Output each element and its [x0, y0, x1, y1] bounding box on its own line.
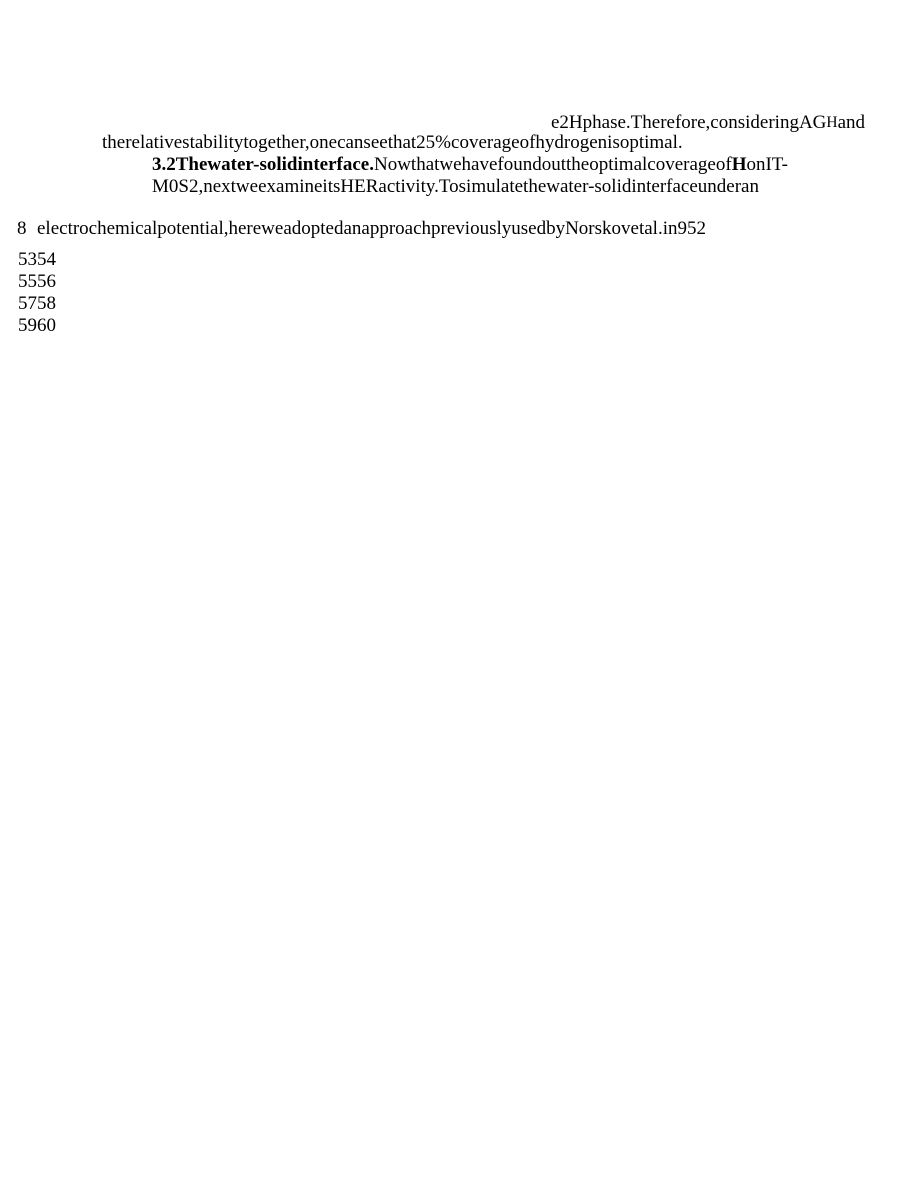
bold-h: H — [732, 154, 747, 175]
body-text-line-4: M0S2,nextweexamineitsHERactivity.Tosimul… — [152, 177, 759, 196]
text-fragment: Nowthatwehavefoundouttheoptimalcoverageo… — [374, 154, 732, 175]
margin-number: 5758 — [18, 293, 56, 315]
margin-number: 5354 — [18, 249, 56, 271]
margin-number-block: 5354 5556 5758 5960 — [18, 249, 56, 337]
subscript-h: H — [826, 114, 837, 131]
margin-number: 5556 — [18, 271, 56, 293]
body-text-line-2: therelativestabilitytogether,onecanseeth… — [102, 133, 683, 152]
page: { "line1": { "text": "e2Hphase.Therefore… — [0, 0, 920, 1191]
text-fragment: onIT- — [746, 154, 788, 175]
margin-number: 5960 — [18, 315, 56, 337]
text-fragment: e2Hphase.Therefore,consideringAG — [551, 112, 826, 133]
margin-number-8: 8 — [17, 219, 27, 238]
text-fragment: and — [838, 112, 865, 133]
section-heading: 3.2Thewater-solidinterface. — [152, 154, 374, 175]
body-text-line-5: electrochemicalpotential,hereweadoptedan… — [37, 219, 706, 238]
body-text-line-1: e2Hphase.Therefore,consideringAGHand — [551, 113, 865, 132]
body-text-line-3: 3.2Thewater-solidinterface.Nowthatwehave… — [152, 155, 788, 174]
